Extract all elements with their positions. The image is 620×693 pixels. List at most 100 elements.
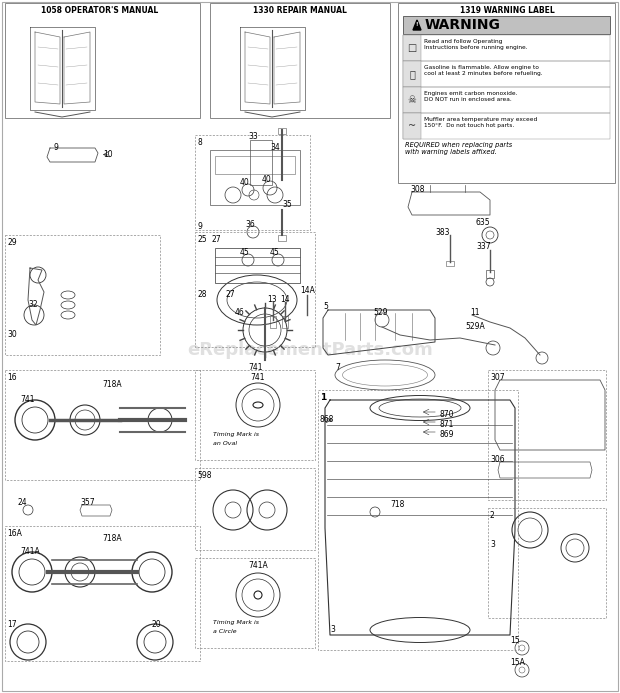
Text: 871: 871 bbox=[440, 420, 454, 429]
Text: 🔥: 🔥 bbox=[409, 69, 415, 79]
Text: 10: 10 bbox=[103, 150, 113, 159]
Text: 718A: 718A bbox=[102, 380, 122, 389]
Bar bbox=[215, 248, 300, 283]
Bar bbox=[195, 468, 315, 550]
Bar bbox=[403, 61, 421, 87]
Bar bbox=[403, 113, 610, 139]
Text: !: ! bbox=[416, 22, 419, 28]
Text: 24: 24 bbox=[18, 498, 28, 507]
Text: 32: 32 bbox=[28, 300, 38, 309]
Text: 635: 635 bbox=[476, 218, 490, 227]
Text: Timing Mark is: Timing Mark is bbox=[213, 620, 259, 625]
Text: 741: 741 bbox=[250, 373, 265, 382]
Text: 383: 383 bbox=[435, 228, 449, 237]
Text: 40: 40 bbox=[240, 178, 250, 187]
Text: 307: 307 bbox=[490, 373, 505, 382]
Bar bbox=[210, 3, 390, 118]
Bar bbox=[270, 316, 276, 328]
Bar bbox=[5, 370, 200, 480]
Text: 308: 308 bbox=[410, 185, 425, 194]
Polygon shape bbox=[413, 20, 421, 30]
Text: Timing Mark is: Timing Mark is bbox=[213, 432, 259, 437]
Text: ☠: ☠ bbox=[407, 95, 417, 105]
Text: 741A: 741A bbox=[20, 547, 40, 556]
Text: 34: 34 bbox=[270, 143, 280, 152]
Text: 27: 27 bbox=[212, 235, 221, 244]
Text: 45: 45 bbox=[240, 248, 250, 257]
Text: 33: 33 bbox=[248, 132, 258, 141]
Text: 9: 9 bbox=[197, 222, 202, 231]
Text: 46: 46 bbox=[235, 308, 245, 317]
Text: 14: 14 bbox=[280, 295, 290, 304]
Text: 718A: 718A bbox=[102, 534, 122, 543]
Text: 5: 5 bbox=[323, 302, 328, 311]
Bar bbox=[210, 150, 300, 205]
Text: 741: 741 bbox=[248, 363, 262, 372]
Text: eReplacementParts.com: eReplacementParts.com bbox=[187, 341, 433, 359]
Bar bbox=[215, 156, 295, 174]
Text: Gasoline is flammable. Allow engine to
cool at least 2 minutes before refueling.: Gasoline is flammable. Allow engine to c… bbox=[424, 65, 542, 76]
Text: 7: 7 bbox=[335, 363, 340, 372]
Bar bbox=[278, 235, 286, 241]
Text: 3: 3 bbox=[330, 625, 335, 634]
Bar bbox=[195, 370, 315, 460]
Bar bbox=[195, 232, 315, 347]
Text: WARNING: WARNING bbox=[425, 18, 501, 32]
Text: 869: 869 bbox=[440, 430, 454, 439]
Bar bbox=[278, 128, 286, 134]
Bar bbox=[403, 87, 421, 113]
Text: 1: 1 bbox=[320, 393, 326, 402]
Bar bbox=[403, 16, 610, 34]
Bar bbox=[195, 135, 310, 230]
Text: 30: 30 bbox=[7, 330, 17, 339]
Text: 741: 741 bbox=[20, 395, 35, 404]
Text: Muffler area temperature may exceed
150°F.  Do not touch hot parts.: Muffler area temperature may exceed 150°… bbox=[424, 117, 538, 128]
Bar bbox=[282, 316, 288, 328]
Text: 27: 27 bbox=[225, 290, 234, 299]
Text: 15: 15 bbox=[510, 636, 520, 645]
Text: Read and follow Operating
Instructions before running engine.: Read and follow Operating Instructions b… bbox=[424, 39, 528, 50]
Bar bbox=[5, 235, 160, 355]
Text: 20: 20 bbox=[152, 620, 162, 629]
Bar bbox=[486, 270, 494, 278]
Text: 337: 337 bbox=[476, 242, 490, 251]
Text: 306: 306 bbox=[490, 455, 505, 464]
Bar bbox=[403, 61, 610, 87]
Text: 529: 529 bbox=[373, 308, 388, 317]
Text: 25: 25 bbox=[197, 235, 206, 244]
Bar bbox=[446, 261, 454, 266]
Bar bbox=[5, 526, 200, 661]
Bar bbox=[488, 508, 606, 618]
Bar bbox=[398, 3, 615, 183]
Bar bbox=[403, 113, 421, 139]
Bar bbox=[250, 140, 272, 185]
Bar bbox=[403, 35, 421, 61]
Text: 17: 17 bbox=[7, 620, 17, 629]
Text: 1330 REPAIR MANUAL: 1330 REPAIR MANUAL bbox=[253, 6, 347, 15]
Text: ~: ~ bbox=[408, 121, 416, 131]
Text: 3: 3 bbox=[490, 540, 495, 549]
Bar bbox=[5, 3, 200, 118]
Text: Engines emit carbon monoxide.
DO NOT run in enclosed area.: Engines emit carbon monoxide. DO NOT run… bbox=[424, 91, 518, 102]
Bar bbox=[195, 558, 315, 648]
Text: 870: 870 bbox=[440, 410, 454, 419]
Text: 529A: 529A bbox=[465, 322, 485, 331]
Text: 598: 598 bbox=[197, 471, 211, 480]
Text: an Oval: an Oval bbox=[213, 441, 237, 446]
Text: 1058 OPERATOR'S MANUAL: 1058 OPERATOR'S MANUAL bbox=[42, 6, 159, 15]
Text: 11: 11 bbox=[470, 308, 479, 317]
Text: 15A: 15A bbox=[510, 658, 525, 667]
Text: 741A: 741A bbox=[248, 561, 268, 570]
Text: a Circle: a Circle bbox=[213, 629, 237, 634]
Text: 2: 2 bbox=[490, 511, 495, 520]
Text: 718: 718 bbox=[390, 500, 404, 509]
Text: 16: 16 bbox=[7, 373, 17, 382]
Bar bbox=[488, 370, 606, 500]
Bar bbox=[403, 87, 610, 113]
Text: 16A: 16A bbox=[7, 529, 22, 538]
Text: 9: 9 bbox=[53, 143, 58, 152]
Text: REQUIRED when replacing parts
with warning labels affixed.: REQUIRED when replacing parts with warni… bbox=[405, 142, 512, 155]
Text: 8: 8 bbox=[197, 138, 202, 147]
Text: □: □ bbox=[407, 43, 417, 53]
Text: 36: 36 bbox=[245, 220, 255, 229]
